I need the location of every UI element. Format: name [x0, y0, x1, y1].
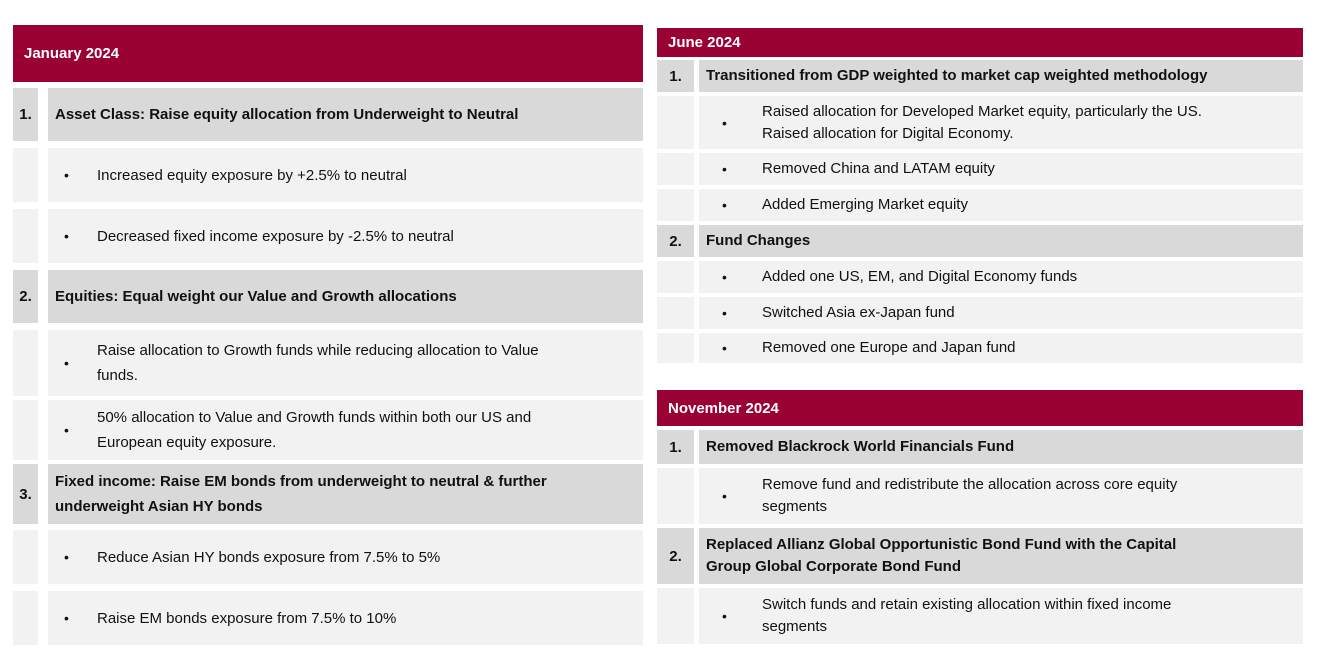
bullet-icon [699, 194, 762, 216]
row-text: Replaced Allianz Global Opportunistic Bo… [706, 536, 1177, 575]
table-row: Added Emerging Market equity [657, 189, 1303, 221]
row-number [657, 468, 694, 524]
table-header-january: January 2024 [13, 25, 643, 82]
row-number: 1. [13, 88, 38, 141]
table-november: November 2024 1. Removed Blackrock World… [657, 390, 1303, 648]
row-number: 2. [657, 528, 694, 584]
row-text: Remove fund and redistribute the allocat… [762, 476, 1178, 515]
row-number [13, 330, 38, 396]
row-number [13, 591, 38, 645]
table-row: Raise EM bonds exposure from 7.5% to 10% [13, 591, 643, 645]
row-number [657, 153, 694, 185]
table-header-november: November 2024 [657, 390, 1303, 426]
row-text: Equities: Equal weight our Value and Gro… [55, 288, 457, 305]
bullet-icon [48, 163, 97, 188]
bullet-icon [48, 418, 97, 443]
row-number [657, 189, 694, 221]
table-row: Switched Asia ex-Japan fund [657, 297, 1303, 329]
row-text: 50% allocation to Value and Growth funds… [97, 409, 532, 451]
row-text: Increased equity exposure by +2.5% to ne… [97, 166, 407, 184]
row-text: Added Emerging Market equity [762, 196, 968, 213]
bullet-icon [699, 158, 762, 180]
row-text: Reduce Asian HY bonds exposure from 7.5%… [97, 548, 441, 566]
row-number [13, 530, 38, 584]
row-text: Raised allocation for Developed Market e… [762, 102, 1202, 142]
row-text: Fund Changes [706, 232, 811, 249]
table-june: June 2024 1. Transitioned from GDP weigh… [657, 28, 1303, 367]
table-row: 50% allocation to Value and Growth funds… [13, 400, 643, 460]
table-row: 1. Asset Class: Raise equity allocation … [13, 88, 643, 141]
table-row: Reduce Asian HY bonds exposure from 7.5%… [13, 530, 643, 584]
table-january: January 2024 1. Asset Class: Raise equit… [13, 25, 643, 652]
row-number: 2. [657, 225, 694, 257]
row-text: Decreased fixed income exposure by -2.5%… [97, 227, 454, 245]
row-number [657, 261, 694, 293]
table-row: 2. Replaced Allianz Global Opportunistic… [657, 528, 1303, 584]
bullet-icon [699, 485, 762, 507]
row-text: Switch funds and retain existing allocat… [762, 596, 1172, 635]
row-text: Switched Asia ex-Japan fund [762, 304, 955, 321]
bullet-icon [699, 337, 762, 359]
bullet-icon [48, 606, 97, 631]
table-row: Raised allocation for Developed Market e… [657, 96, 1303, 149]
table-row: 3. Fixed income: Raise EM bonds from und… [13, 464, 643, 524]
table-title: June 2024 [668, 34, 741, 51]
row-number [13, 209, 38, 263]
bullet-icon [699, 112, 762, 134]
row-number: 3. [13, 464, 38, 524]
bullet-icon [48, 224, 97, 249]
bullet-icon [48, 351, 97, 376]
row-number [657, 588, 694, 644]
row-text: Removed China and LATAM equity [762, 160, 995, 177]
row-number: 1. [657, 430, 694, 464]
table-header-june: June 2024 [657, 28, 1303, 57]
row-text: Raise EM bonds exposure from 7.5% to 10% [97, 609, 397, 627]
row-number: 1. [657, 60, 694, 92]
table-row: Remove fund and redistribute the allocat… [657, 468, 1303, 524]
row-text: Transitioned from GDP weighted to market… [706, 67, 1208, 84]
row-text: Fixed income: Raise EM bonds from underw… [55, 473, 547, 515]
table-title: November 2024 [668, 399, 779, 417]
table-row: 2. Fund Changes [657, 225, 1303, 257]
table-row: Removed one Europe and Japan fund [657, 333, 1303, 363]
row-number [657, 297, 694, 329]
table-row: Removed China and LATAM equity [657, 153, 1303, 185]
table-row: 1. Transitioned from GDP weighted to mar… [657, 60, 1303, 92]
table-row: Switch funds and retain existing allocat… [657, 588, 1303, 644]
table-row: Decreased fixed income exposure by -2.5%… [13, 209, 643, 263]
row-text: Removed one Europe and Japan fund [762, 339, 1016, 356]
row-text: Removed Blackrock World Financials Fund [706, 438, 1015, 455]
table-row: 2. Equities: Equal weight our Value and … [13, 270, 643, 323]
table-row: 1. Removed Blackrock World Financials Fu… [657, 430, 1303, 464]
table-row: Raise allocation to Growth funds while r… [13, 330, 643, 396]
bullet-icon [699, 266, 762, 288]
bullet-icon [48, 545, 97, 570]
bullet-icon [699, 605, 762, 627]
table-row: Added one US, EM, and Digital Economy fu… [657, 261, 1303, 293]
row-number [13, 400, 38, 460]
row-number [13, 148, 38, 202]
bullet-icon [699, 302, 762, 324]
table-row: Increased equity exposure by +2.5% to ne… [13, 148, 643, 202]
row-number [657, 333, 694, 363]
row-text: Asset Class: Raise equity allocation fro… [55, 106, 519, 123]
row-number [657, 96, 694, 149]
table-title: January 2024 [24, 45, 120, 62]
row-text: Raise allocation to Growth funds while r… [97, 342, 539, 384]
row-number: 2. [13, 270, 38, 323]
row-text: Added one US, EM, and Digital Economy fu… [762, 268, 1078, 285]
